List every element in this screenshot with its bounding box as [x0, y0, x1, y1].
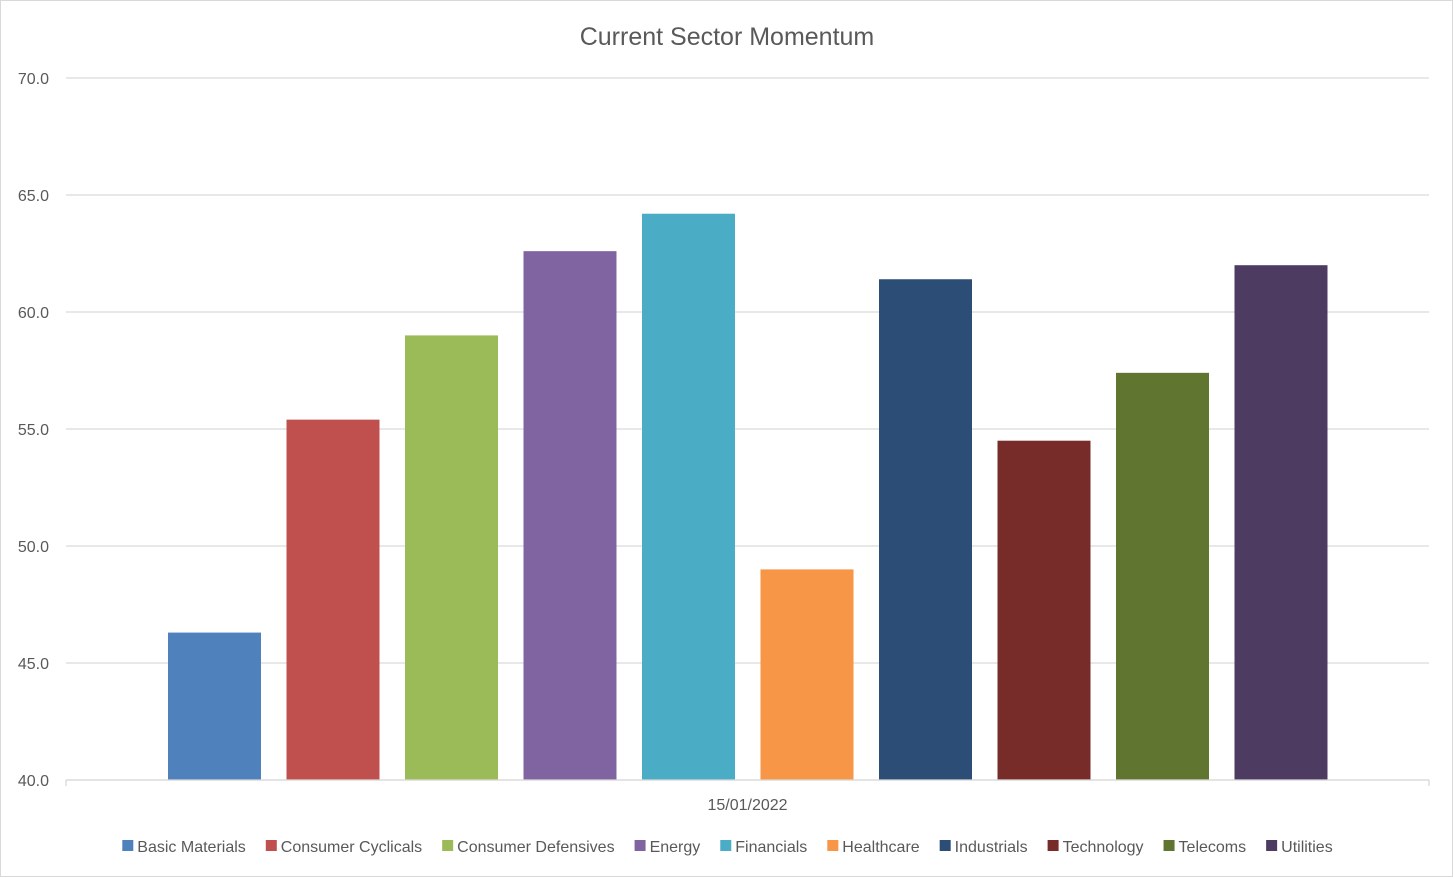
legend-swatch — [1047, 840, 1059, 851]
legend-swatch — [827, 840, 839, 851]
legend-item-industrials: Industrials — [939, 839, 1028, 856]
legend-item-technology: Technology — [1047, 839, 1144, 856]
legend-label: Consumer Cyclicals — [281, 839, 422, 856]
legend-swatch — [442, 840, 454, 851]
bar-energy — [523, 251, 617, 780]
legend-label: Telecoms — [1179, 839, 1247, 856]
y-tick-label: 55.0 — [18, 422, 49, 439]
legend-item-healthcare: Healthcare — [827, 839, 920, 856]
legend-label: Consumer Defensives — [457, 839, 614, 856]
legend-swatch — [634, 840, 646, 851]
legend-swatch — [1266, 840, 1278, 851]
y-tick-label: 65.0 — [18, 188, 49, 205]
legend-label: Energy — [650, 839, 701, 856]
y-tick-label: 50.0 — [18, 539, 49, 556]
legend-swatch — [265, 840, 277, 851]
bar-industrials — [879, 279, 972, 780]
bar-telecoms — [1116, 372, 1209, 780]
chart-title: Current Sector Momentum — [580, 23, 875, 51]
bar-financials — [642, 213, 735, 781]
legend-item-financials: Financials — [720, 839, 807, 856]
bar-consumer-cyclicals — [286, 419, 380, 780]
legend-label: Healthcare — [842, 839, 919, 856]
legend-item-consumer-defensives: Consumer Defensives — [442, 839, 615, 856]
bars — [168, 213, 1328, 781]
legend-item-telecoms: Telecoms — [1163, 839, 1247, 856]
legend-swatch — [720, 840, 732, 851]
legend-item-basic-materials: Basic Materials — [122, 839, 246, 856]
bar-technology — [997, 440, 1091, 780]
y-tick-label: 60.0 — [18, 305, 49, 322]
legend-item-consumer-cyclicals: Consumer Cyclicals — [265, 839, 422, 856]
y-tick-label: 40.0 — [18, 773, 49, 790]
legend-label: Financials — [735, 839, 807, 856]
legend-label: Basic Materials — [137, 839, 245, 856]
legend-item-utilities: Utilities — [1266, 839, 1333, 856]
bar-healthcare — [760, 569, 854, 780]
x-category-label: 15/01/2022 — [707, 797, 787, 814]
legend: Basic Materials Consumer Cyclicals Consume… — [122, 839, 1333, 856]
y-tick-label: 45.0 — [18, 656, 49, 673]
bar-consumer-defensives — [405, 335, 498, 780]
legend-label: Technology — [1063, 839, 1144, 856]
bar-utilities — [1234, 265, 1328, 780]
legend-swatch — [1163, 840, 1175, 851]
legend-label: Utilities — [1281, 839, 1333, 856]
bar-basic-materials — [168, 632, 261, 780]
legend-item-energy: Energy — [634, 839, 701, 856]
legend-swatch — [122, 840, 134, 851]
y-axis: 40.0 45.0 50.0 55.0 60.0 65.0 70.0 — [18, 71, 49, 790]
gridlines — [66, 77, 1429, 781]
x-axis: 15/01/2022 — [65, 779, 1430, 814]
legend-swatch — [939, 840, 951, 851]
y-tick-label: 70.0 — [18, 71, 49, 88]
legend-label: Industrials — [955, 839, 1028, 856]
